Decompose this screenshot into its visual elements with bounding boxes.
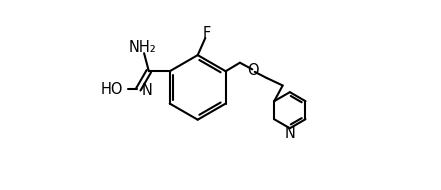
Text: F: F (203, 26, 211, 41)
Text: HO: HO (101, 82, 123, 97)
Text: O: O (247, 63, 259, 78)
Text: NH₂: NH₂ (128, 40, 156, 55)
Text: N: N (142, 83, 153, 98)
Text: N: N (284, 126, 295, 141)
